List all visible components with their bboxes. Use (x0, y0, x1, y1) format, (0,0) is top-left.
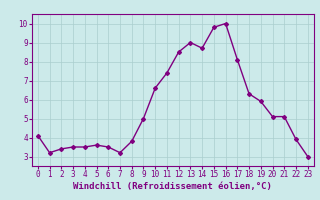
X-axis label: Windchill (Refroidissement éolien,°C): Windchill (Refroidissement éolien,°C) (73, 182, 272, 191)
